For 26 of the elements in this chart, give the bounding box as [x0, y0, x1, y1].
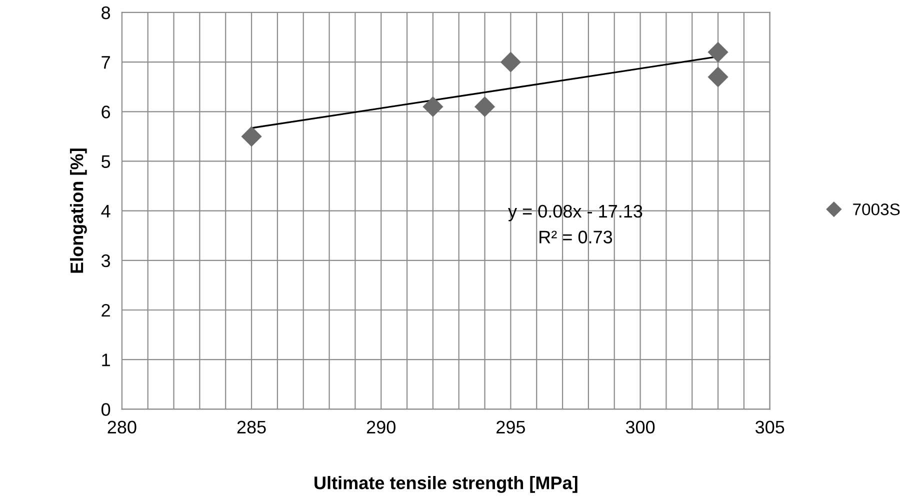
point	[422, 96, 444, 117]
annotation: y = 0.08x - 17.13	[508, 204, 642, 222]
legend-label: 7003S	[853, 204, 900, 216]
y-tick-label: 4	[101, 204, 110, 218]
y-axis-title: Elongation [%]	[70, 148, 87, 273]
x-tick-label: 295	[496, 420, 525, 434]
point	[708, 66, 728, 88]
y-tick-label: 5	[102, 155, 110, 168]
y-tick-label: 2	[102, 304, 110, 317]
y-tick-label: 6	[102, 106, 110, 118]
x-tick-label: 305	[755, 420, 784, 434]
y-tick-label: 8	[102, 6, 110, 20]
y-tick-label: 1	[102, 354, 110, 366]
x-tick-label: 285	[237, 420, 266, 434]
point	[474, 96, 496, 117]
annotation: R² = 0.73	[540, 230, 612, 244]
x-tick-label: 290	[366, 420, 396, 434]
point	[500, 52, 521, 72]
x-tick-label: 280	[108, 420, 136, 434]
y-tick-label: 7	[102, 56, 110, 69]
point	[708, 42, 728, 62]
point	[241, 126, 262, 147]
y-tick-label: 3	[101, 254, 110, 268]
y-tick-label: 0	[101, 403, 110, 416]
x-tick-label: 300	[626, 420, 655, 434]
x-axis-title: Ultimate tensile strength [MPa]	[314, 476, 578, 493]
